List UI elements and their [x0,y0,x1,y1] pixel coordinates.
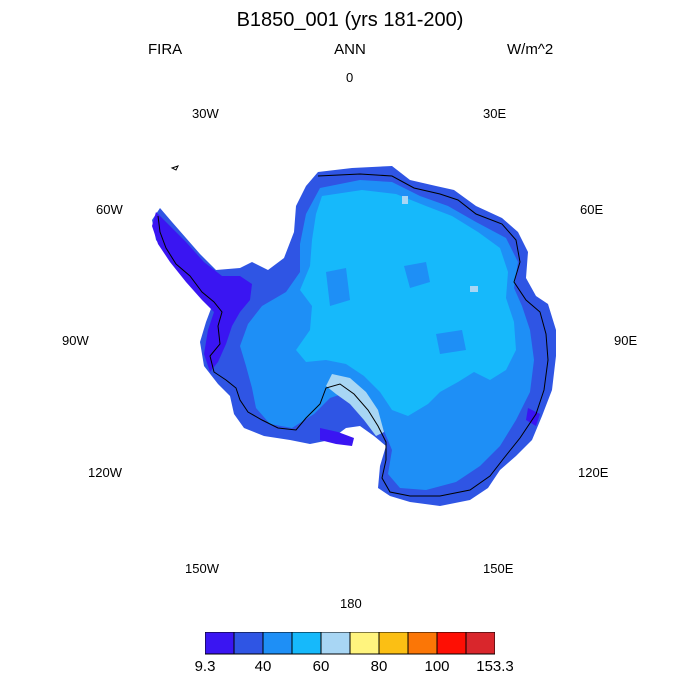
colorbar-label: 80 [370,658,388,675]
bright-spot-1 [402,196,408,204]
lon-label-30w: 30W [192,106,219,121]
peninsula-patch [320,428,354,446]
lon-label-90w: 90W [62,333,89,348]
colorbar-label: 40 [254,658,272,675]
colorbar-swatch [233,632,264,655]
lon-label-150w: 150W [185,561,219,576]
colorbar-swatch [262,632,293,655]
colorbar-swatch [378,632,409,655]
plot-title: B1850_001 (yrs 181-200) [236,9,464,31]
colorbar-swatch [436,632,467,655]
lon-label-120w: 120W [88,465,122,480]
coastline [157,173,549,497]
interior-patch-3 [468,392,504,432]
bright-spot-2 [470,286,478,292]
lon-label-180: 180 [340,596,362,611]
lon-label-90e: 90E [614,333,638,348]
colorbar-swatch [407,632,438,655]
lon-label-60e: 60E [580,202,604,217]
interior-plateau [296,190,516,416]
units-label: W/m^2 [507,41,554,58]
colorbar-swatch [291,632,322,655]
lon-label-120e: 120E [578,465,609,480]
colorbar-swatch [349,632,380,655]
colorbar-label: 60 [312,658,330,675]
lon-label-0: 0 [346,70,354,85]
lon-label-60w: 60W [96,202,123,217]
lon-label-150e: 150E [483,561,514,576]
interior-patch-4 [436,330,466,354]
colorbar-swatch [320,632,351,655]
season-label: ANN [334,41,366,58]
colorbar-swatch [465,632,495,655]
variable-label: FIRA [148,41,183,58]
colorbar-label: 9.3 [194,658,216,675]
colorbar [205,632,495,655]
ice-shelf [326,374,384,436]
colorbar-label: 100 [424,658,450,675]
interior-patch-1 [404,262,430,288]
interior-patch-2 [326,268,350,306]
colorbar-swatch [205,632,235,655]
lon-label-30e: 30E [483,106,507,121]
small-island [170,165,179,171]
colorbar-label: 153.3 [476,658,514,675]
